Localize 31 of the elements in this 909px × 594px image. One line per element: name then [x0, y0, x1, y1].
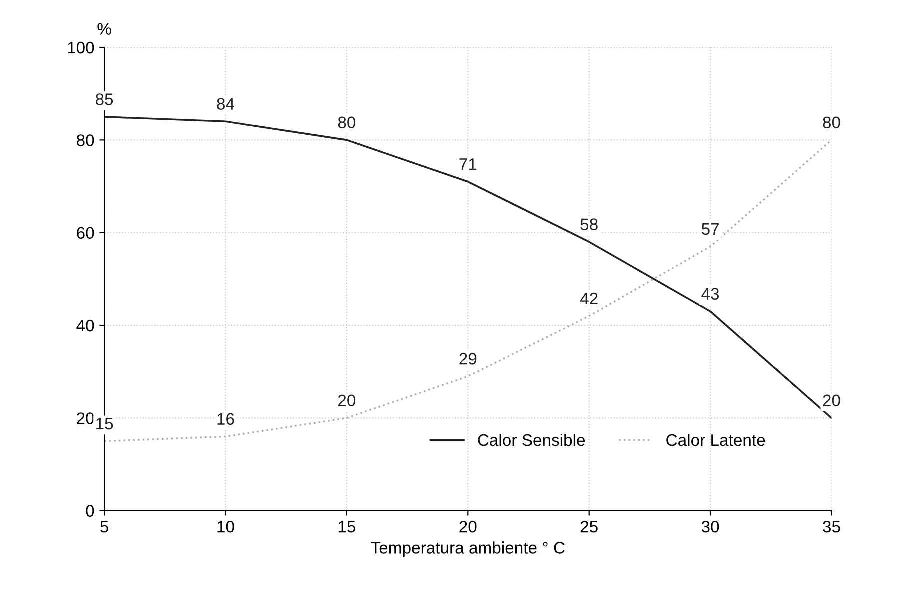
- data-label: 20: [338, 394, 356, 407]
- y-tick-label: 80: [77, 134, 94, 146]
- data-label: 15: [96, 418, 114, 430]
- x-tick-label: 30: [702, 521, 720, 533]
- data-label: 29: [460, 353, 477, 365]
- data-label: 80: [823, 116, 840, 129]
- x-tick-label: 25: [580, 521, 598, 533]
- legend-label: Calor Latente: [666, 434, 766, 446]
- y-axis-title: %: [98, 23, 112, 35]
- data-label: 58: [580, 218, 598, 230]
- data-label: 42: [580, 292, 598, 304]
- y-tick-label: 40: [76, 320, 94, 332]
- legend-label: Calor Sensible: [478, 434, 586, 446]
- data-label: 20: [823, 394, 840, 407]
- x-tick-label: 35: [823, 521, 840, 533]
- data-label: 43: [702, 288, 720, 300]
- data-label: 84: [217, 98, 235, 110]
- y-tick-label: 20: [77, 412, 94, 424]
- y-tick-label: 100: [68, 42, 94, 54]
- y-tick-label: 0: [86, 505, 94, 518]
- x-tick-label: 15: [338, 521, 356, 533]
- x-tick-label: 10: [218, 521, 234, 533]
- y-tick-label: 60: [77, 227, 94, 240]
- x-tick-label: 20: [460, 521, 477, 533]
- data-label: 80: [338, 116, 356, 129]
- data-label: 71: [460, 158, 477, 170]
- data-label: 16: [218, 413, 234, 426]
- data-label: 85: [96, 94, 114, 106]
- x-tick-label: 5: [100, 521, 108, 533]
- data-label: 57: [702, 223, 719, 236]
- x-axis-title: Temperatura ambiente ° C: [371, 542, 565, 558]
